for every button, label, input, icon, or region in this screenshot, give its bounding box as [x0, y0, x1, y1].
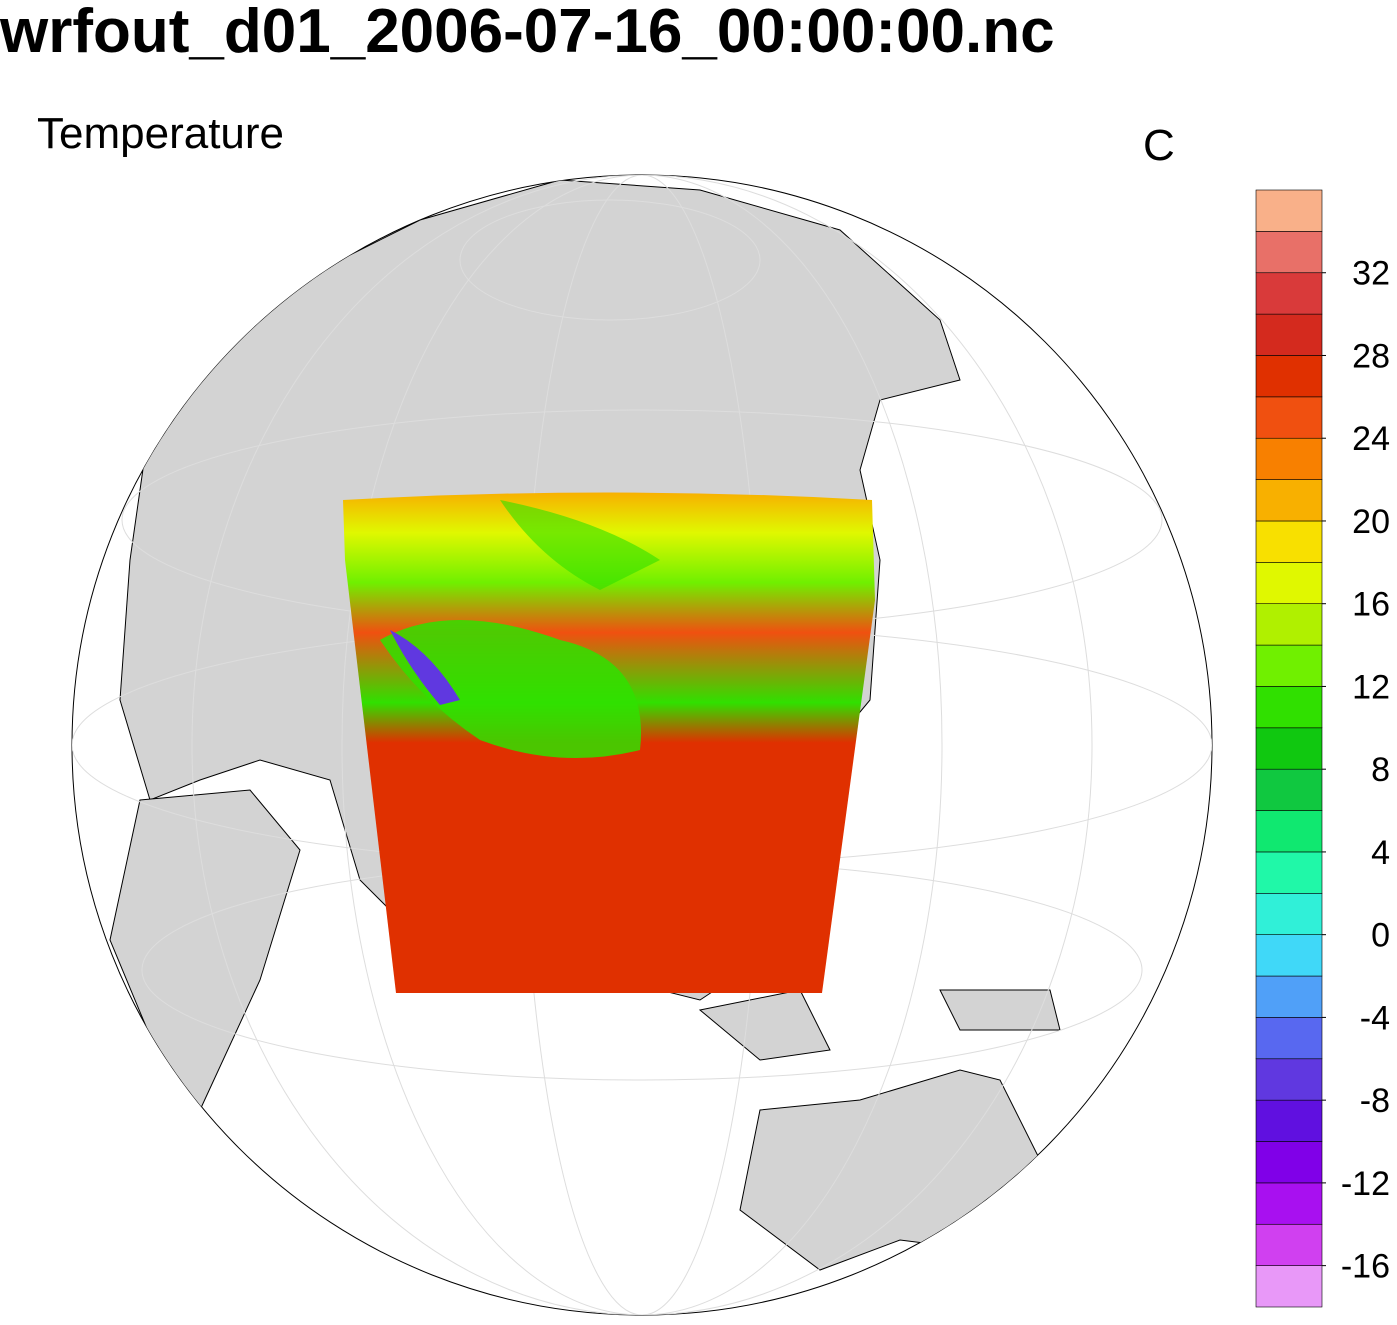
colorbar-box: [1255, 562, 1323, 605]
colorbar-box: [1255, 520, 1323, 563]
tick-label: -16: [1341, 1248, 1390, 1286]
tick-label: -12: [1341, 1165, 1390, 1203]
colorbar-box: [1255, 1017, 1323, 1060]
colorbar-box: [1255, 396, 1323, 439]
map: [71, 174, 1213, 1316]
tick-label: 12: [1352, 668, 1390, 706]
colorbar-box: [1255, 768, 1323, 811]
tick-label: 24: [1352, 420, 1390, 458]
tick-label: 32: [1352, 255, 1390, 293]
tick-label: 20: [1352, 503, 1390, 541]
colorbar-box: [1255, 437, 1323, 480]
colorbar-box: [1255, 1058, 1323, 1101]
colorbar-box: [1255, 851, 1323, 894]
colorbar-box: [1255, 603, 1323, 646]
colorbar-box: [1255, 231, 1323, 274]
colorbar-box: [1255, 727, 1323, 770]
tick-label: 16: [1352, 586, 1390, 624]
tick-label: 8: [1371, 751, 1390, 789]
colorbar-box: [1255, 189, 1323, 232]
colorbar-box: [1255, 975, 1323, 1018]
colorbar-box: [1255, 1099, 1323, 1142]
colorbar-box: [1255, 479, 1323, 522]
colorbar-box: [1255, 1182, 1323, 1225]
tick-label: -4: [1360, 999, 1390, 1037]
colorbar-box: [1255, 313, 1323, 356]
colorbar-box: [1255, 1265, 1323, 1308]
title: wrfout_d01_2006-07-16_00:00:00.nc: [0, 0, 1055, 66]
colorbar-box: [1255, 644, 1323, 687]
colorbar-box: [1255, 1223, 1323, 1266]
colorbar-box: [1255, 810, 1323, 853]
colorbar-box: [1255, 686, 1323, 729]
tick-label: 0: [1371, 917, 1390, 955]
colorbar-box: [1255, 934, 1323, 977]
colorbar-box: [1255, 892, 1323, 935]
colorbar-box: [1255, 355, 1323, 398]
tick-label: -8: [1360, 1082, 1390, 1120]
tick-label: 28: [1352, 337, 1390, 375]
colorbar-box: [1255, 272, 1323, 315]
colorbar-box: [1255, 1141, 1323, 1184]
subtitle: Temperature: [37, 109, 284, 158]
units: C: [1143, 121, 1175, 170]
colorbar: -16 -12 -8 -4 0 4 8 12 16 20 24 28 32: [1255, 189, 1390, 1308]
tick-label: 4: [1371, 834, 1390, 872]
